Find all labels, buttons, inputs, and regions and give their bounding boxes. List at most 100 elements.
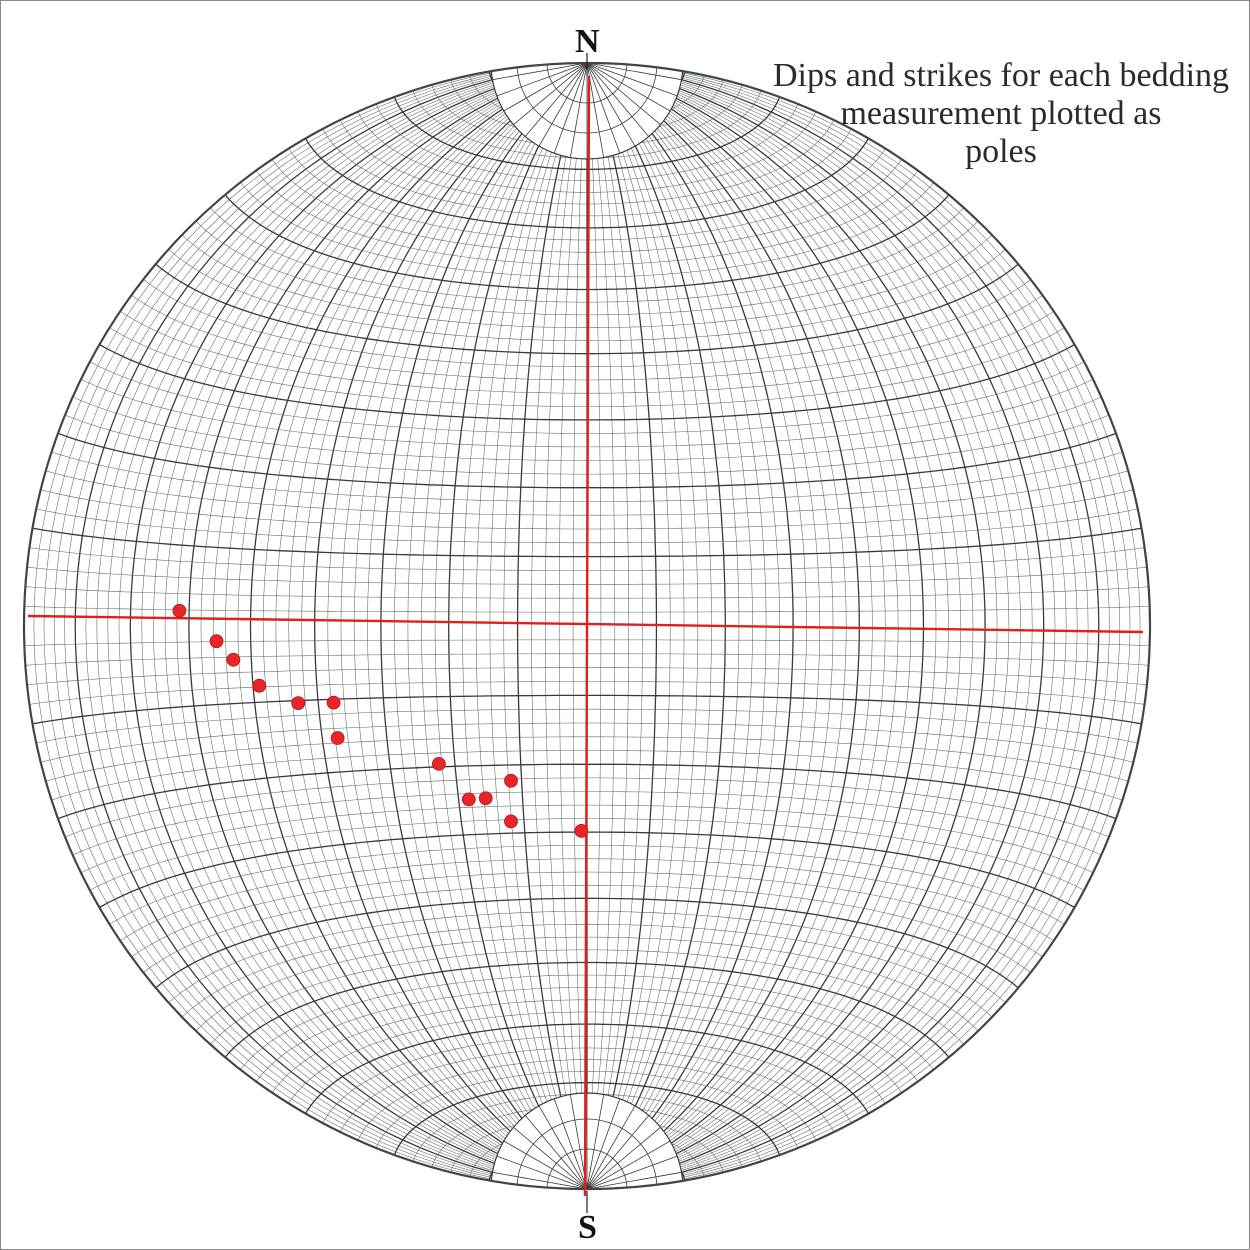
cap-spoke xyxy=(586,1115,650,1189)
small-circle-major xyxy=(393,96,781,170)
great-circle-minor xyxy=(367,63,588,1189)
cap-spoke xyxy=(586,63,682,64)
cap-spoke xyxy=(586,63,636,147)
cap-spoke xyxy=(586,63,678,97)
small-circle-minor xyxy=(375,1070,799,1149)
cap-spoke xyxy=(586,1155,678,1189)
cap-spoke xyxy=(586,1094,605,1189)
great-circle-minor xyxy=(434,63,588,1189)
cap-spoke xyxy=(586,63,682,81)
pole-point xyxy=(252,678,267,693)
great-circle-major xyxy=(380,63,588,1189)
pole-point xyxy=(504,814,518,829)
cap-spoke xyxy=(586,63,671,112)
cap-spoke xyxy=(586,1140,671,1189)
pole-point xyxy=(172,603,187,618)
great-circle-major xyxy=(129,63,588,1189)
great-circle-minor xyxy=(212,63,588,1189)
cap-spoke xyxy=(492,63,588,64)
cap-spoke xyxy=(496,63,588,97)
east-west-axis xyxy=(27,614,1144,634)
cap-spoke xyxy=(538,63,588,147)
cap-spoke xyxy=(496,63,588,64)
great-circle-minor xyxy=(141,63,588,1189)
small-circle-minor xyxy=(288,1011,886,1104)
great-circle-minor xyxy=(200,63,588,1189)
great-circle-minor xyxy=(394,63,588,1189)
cap-spoke xyxy=(503,63,588,112)
small-circle-minor xyxy=(322,1035,852,1124)
great-circle-minor xyxy=(153,63,588,1189)
great-circle-major xyxy=(249,63,588,1189)
pole-point xyxy=(574,824,589,838)
small-circle-minor xyxy=(271,999,903,1093)
caption-line: Dips and strikes for each bedding xyxy=(772,57,1230,94)
cap-spoke xyxy=(496,1155,588,1189)
small-circle-minor xyxy=(240,974,934,1070)
cap-spoke xyxy=(586,1126,661,1189)
cap-spoke xyxy=(492,63,588,81)
cap-spoke xyxy=(586,1105,636,1189)
small-circle-minor xyxy=(255,170,919,265)
small-circle-minor xyxy=(357,1059,817,1141)
caption-line: measurement plotted as xyxy=(840,95,1162,132)
great-circle-minor xyxy=(85,63,588,1189)
small-circle-major xyxy=(304,138,870,229)
cap-spoke xyxy=(538,1105,588,1189)
small-circle-minor xyxy=(322,128,852,217)
cap-spoke xyxy=(569,63,588,158)
pole-point xyxy=(326,695,341,710)
caption-line: poles xyxy=(965,133,1037,170)
small-circle-minor xyxy=(375,103,799,182)
cap-spoke xyxy=(513,63,588,126)
cap-spoke xyxy=(586,1188,682,1189)
pole-point xyxy=(478,791,493,806)
cap-spoke xyxy=(586,63,650,137)
north-label: N xyxy=(575,23,600,60)
small-circle-major xyxy=(224,194,950,291)
small-circle-major xyxy=(393,1082,781,1156)
great-circle-minor xyxy=(545,63,588,1189)
great-circle-minor xyxy=(407,63,588,1189)
cap-spoke xyxy=(586,1188,661,1189)
small-circle-minor xyxy=(271,159,903,253)
reference-axes xyxy=(27,75,1144,1197)
cap-spoke xyxy=(496,1188,588,1189)
cap-spoke xyxy=(524,1115,588,1189)
pole-point xyxy=(431,757,446,771)
small-circle-major xyxy=(304,1023,870,1114)
pole-point xyxy=(209,634,224,649)
cap-spoke xyxy=(503,1188,588,1189)
cap-ring xyxy=(516,63,658,134)
pole-point xyxy=(330,731,345,745)
small-circle-minor xyxy=(255,987,919,1082)
pole-point xyxy=(504,773,518,788)
cap-spoke xyxy=(513,1188,588,1189)
great-circle-major xyxy=(188,63,588,1189)
great-circle-major xyxy=(74,63,588,1189)
cap-spoke xyxy=(586,1098,621,1189)
great-circle-minor xyxy=(301,63,588,1189)
pole-point xyxy=(291,696,306,710)
caption: Dips and strikes for each bedding measur… xyxy=(741,57,1249,171)
great-circle-minor xyxy=(237,63,588,1189)
small-circle-minor xyxy=(288,148,886,241)
great-circle-major xyxy=(516,63,588,1189)
great-circle-minor xyxy=(64,63,588,1189)
small-circle-minor xyxy=(240,182,934,278)
cap-spoke xyxy=(586,63,678,64)
cap-spoke xyxy=(586,1188,671,1189)
cap-spoke xyxy=(586,1188,678,1189)
great-circle-minor xyxy=(462,63,588,1189)
north-south-axis xyxy=(583,75,591,1197)
great-circle-minor xyxy=(262,63,588,1189)
great-circle-minor xyxy=(107,63,588,1189)
cap-spoke xyxy=(524,63,588,137)
small-circle-minor xyxy=(339,119,835,205)
cap-spoke xyxy=(586,63,621,154)
great-circle-minor xyxy=(225,63,588,1189)
great-circle-minor xyxy=(586,63,629,1189)
cap-spoke xyxy=(492,1171,588,1189)
